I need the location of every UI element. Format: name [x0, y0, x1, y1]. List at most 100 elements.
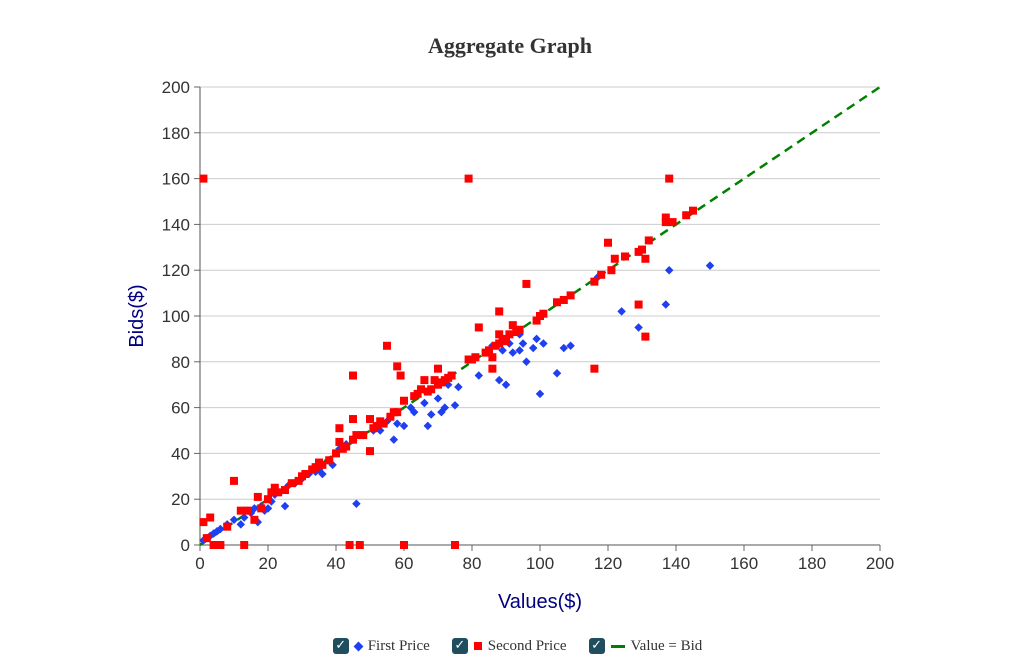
second-price-point [301, 470, 310, 479]
y-tick-label: 160 [162, 170, 190, 189]
second-price-point [621, 252, 629, 261]
first-price-point [566, 341, 575, 351]
second-price-point [352, 431, 361, 440]
second-price-point [590, 364, 599, 373]
y-tick-label: 180 [162, 124, 190, 143]
second-price-point [417, 385, 425, 394]
second-price-point [532, 316, 541, 325]
second-price-point [590, 277, 599, 286]
checkbox-icon[interactable]: ✓ [332, 638, 349, 654]
second-price-point [488, 364, 497, 373]
second-price-point [505, 330, 514, 339]
x-tick-label: 40 [327, 554, 346, 573]
first-price-point [440, 403, 450, 412]
first-price-point [433, 394, 443, 403]
second-price-point [359, 431, 368, 440]
second-price-point [607, 266, 616, 275]
diamond-marker-icon [353, 641, 364, 651]
second-price-point [253, 492, 262, 501]
chart-title: Aggregate Graph [428, 33, 592, 58]
second-price-point [427, 385, 436, 394]
legend-item-second-price[interactable]: ✓ Second Price [451, 637, 567, 655]
y-tick-label: 20 [171, 490, 190, 509]
second-price-point [199, 174, 208, 183]
y-tick-label: 100 [162, 307, 190, 326]
second-price-point [665, 174, 674, 183]
second-price-point [522, 279, 531, 288]
x-tick-label: 60 [395, 554, 414, 573]
x-tick-label: 180 [798, 554, 826, 573]
second-price-point [502, 337, 510, 346]
x-tick-label: 160 [730, 554, 758, 573]
second-price-point [206, 513, 215, 522]
x-tick-label: 20 [259, 554, 278, 573]
y-axis-label: Bids($) [126, 284, 148, 347]
dashed-line-icon [610, 644, 625, 648]
legend-label: Second Price [487, 637, 567, 654]
second-price-point [434, 364, 442, 373]
checkbox-icon[interactable]: ✓ [588, 638, 605, 654]
second-price-point [216, 541, 225, 549]
second-price-point [325, 456, 334, 465]
y-tick-label: 80 [171, 353, 190, 372]
y-tick-label: 140 [162, 215, 190, 234]
second-price-point [400, 396, 408, 405]
legend: ✓ First Price ✓ Second Price ✓ Value = B… [0, 633, 1035, 659]
first-price-point [528, 343, 538, 353]
second-price-point [281, 486, 289, 495]
second-price-point [311, 463, 320, 472]
second-price-point [274, 488, 283, 497]
second-price-point [396, 371, 405, 380]
second-price-point [335, 437, 344, 446]
second-price-point [474, 323, 483, 332]
first-price-point [664, 265, 674, 275]
second-price-point [345, 541, 354, 549]
legend-item-first-price[interactable]: ✓ First Price [332, 638, 430, 655]
second-price-point [366, 415, 374, 424]
second-price-point [471, 353, 480, 362]
y-tick-label: 40 [171, 444, 190, 463]
second-price-point [485, 346, 493, 355]
second-price-point [243, 506, 252, 515]
first-price-point [236, 520, 246, 529]
first-price-point [389, 435, 399, 444]
first-price-point [399, 421, 409, 431]
second-price-point [451, 541, 459, 549]
second-price-point [250, 515, 259, 524]
first-price-point [518, 339, 528, 348]
legend-label: Value = Bid [630, 637, 703, 654]
checkbox-icon[interactable]: ✓ [451, 638, 468, 654]
second-price-point [597, 270, 606, 279]
x-tick-label: 100 [526, 554, 554, 573]
first-price-point [474, 371, 484, 380]
second-price-point [318, 460, 327, 469]
second-price-point [294, 476, 303, 485]
first-price-point [423, 421, 433, 431]
y-tick-label: 60 [171, 399, 190, 418]
second-price-point [264, 495, 272, 504]
second-price-point [400, 541, 408, 549]
y-tick-label: 0 [181, 536, 190, 555]
first-price-point [705, 261, 715, 270]
first-price-point [552, 369, 562, 378]
legend-item-value-equals-bid[interactable]: ✓ Value = Bid [588, 637, 703, 655]
second-price-point [349, 415, 357, 424]
second-price-point [393, 362, 402, 371]
second-price-point [661, 218, 670, 227]
first-price-point [454, 382, 463, 392]
first-price-point [661, 300, 671, 309]
x-tick-label: 80 [463, 554, 482, 573]
second-price-point [638, 245, 646, 254]
second-price-point [383, 341, 391, 350]
second-price-point [604, 238, 612, 247]
second-price-point [508, 321, 517, 330]
second-price-point [236, 506, 245, 515]
second-price-point [257, 504, 266, 513]
tick-labels: 0 20 40 60 80 100 120 140 160 180 200 0 20 40 60 80 100 1… [162, 78, 895, 573]
first-price-point [508, 348, 518, 357]
second-price-point [413, 389, 422, 398]
second-price-point [488, 353, 497, 362]
first-price-point [501, 380, 511, 389]
second-price-point [644, 236, 653, 245]
second-price-point [349, 371, 357, 380]
